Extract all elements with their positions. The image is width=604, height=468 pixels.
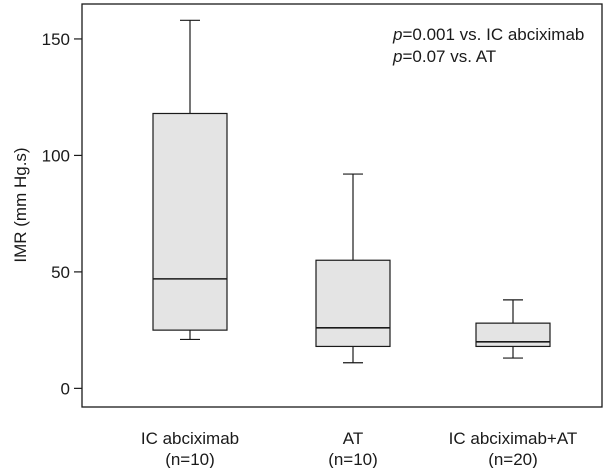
category-label-0: IC abciximab	[141, 429, 239, 448]
annotation-1-text: =0.07 vs. AT	[402, 47, 496, 66]
y-tick-label-2: 100	[42, 146, 70, 165]
annotation-line-0: p=0.001 vs. IC abciximab	[392, 25, 584, 44]
y-tick-label-1: 50	[51, 263, 70, 282]
annotation-block: p=0.001 vs. IC abciximab p=0.07 vs. AT	[392, 25, 584, 66]
y-tick-label-3: 150	[42, 30, 70, 49]
box-group-0	[152, 19, 228, 341]
box-2	[475, 322, 551, 348]
category-label-2: IC abciximab+AT	[449, 429, 578, 448]
plot-frame	[81, 3, 603, 408]
annotation-0-italic: p	[392, 25, 402, 44]
box-group-2	[475, 299, 551, 359]
category-sublabel-0: (n=10)	[165, 450, 215, 468]
category-label-1: AT	[343, 429, 363, 448]
box-group-1	[315, 173, 391, 364]
box-1	[315, 259, 391, 348]
y-axis-title: IMR (mm Hg.s)	[11, 147, 30, 262]
category-sublabel-1: (n=10)	[328, 450, 378, 468]
y-axis: 0 50 100 150	[42, 30, 82, 398]
annotation-line-1: p=0.07 vs. AT	[392, 47, 496, 66]
box-0	[152, 112, 228, 331]
y-tick-label-0: 0	[61, 379, 70, 398]
annotation-1-italic: p	[392, 47, 402, 66]
x-axis-labels: IC abciximab (n=10) AT (n=10) IC abcixim…	[141, 429, 577, 468]
annotation-0-text: =0.001 vs. IC abciximab	[402, 25, 584, 44]
category-sublabel-2: (n=20)	[488, 450, 538, 468]
